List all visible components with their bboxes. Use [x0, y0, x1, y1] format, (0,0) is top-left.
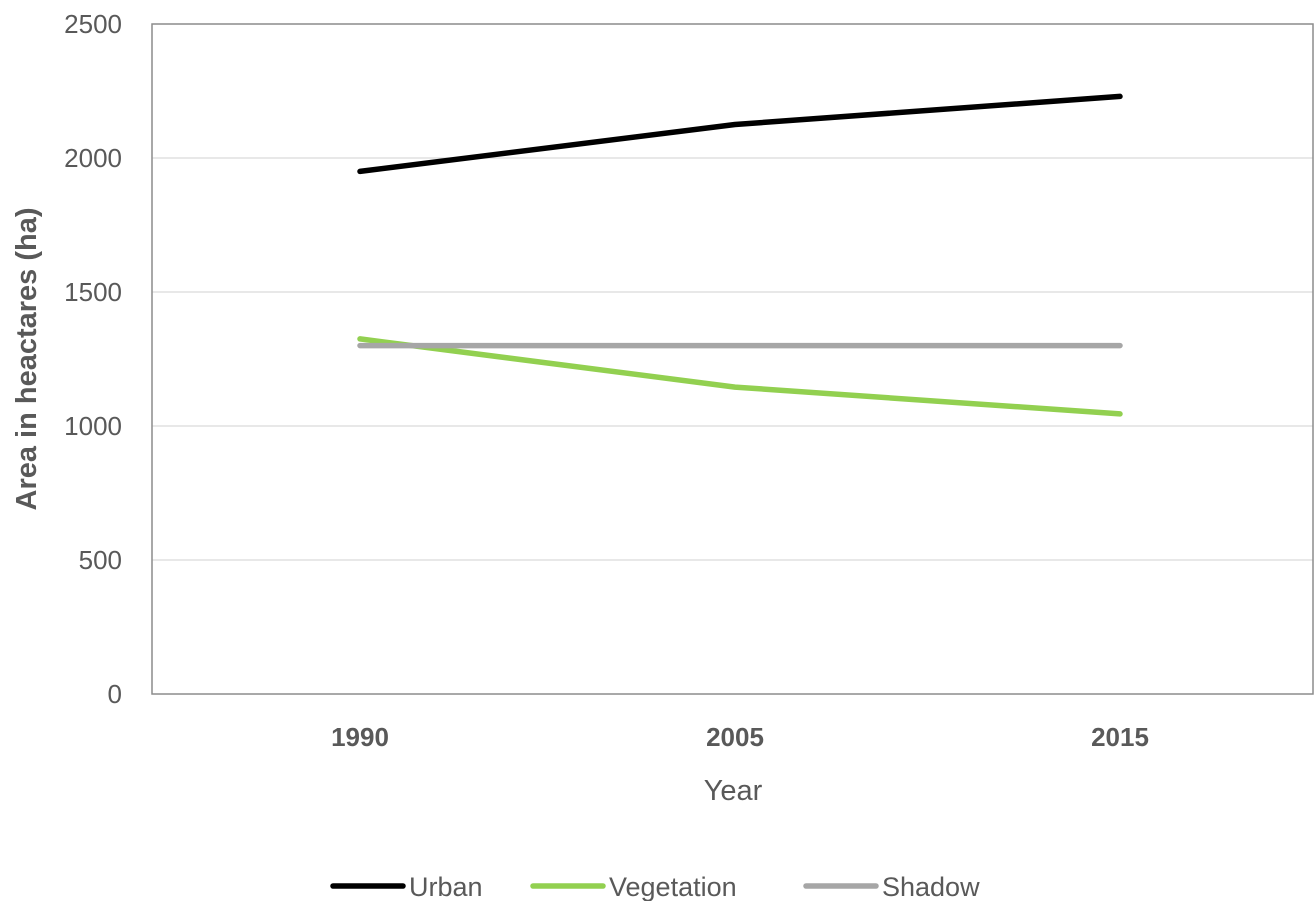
legend-label-vegetation: Vegetation	[609, 872, 737, 901]
legend: Urban Vegetation Shadow	[330, 872, 980, 901]
gridlines	[152, 157, 1313, 561]
x-axis-ticks: 1990 2005 2015	[331, 722, 1149, 752]
series-line-urban	[357, 93, 1123, 175]
y-tick-label: 0	[108, 679, 122, 709]
series-line-vegetation	[357, 336, 1123, 417]
legend-label-shadow: Shadow	[882, 872, 980, 901]
x-axis-title: Year	[704, 775, 763, 807]
series-lines	[357, 93, 1123, 417]
y-tick-label: 2000	[64, 143, 122, 173]
legend-label-urban: Urban	[409, 872, 483, 901]
x-tick-label: 1990	[331, 722, 389, 752]
x-tick-label: 2005	[706, 722, 764, 752]
y-tick-label: 500	[79, 545, 122, 575]
y-tick-label: 2500	[64, 9, 122, 39]
plot-area-frame	[151, 23, 1314, 695]
y-tick-label: 1000	[64, 411, 122, 441]
y-tick-label: 1500	[64, 277, 122, 307]
x-tick-label: 2015	[1091, 722, 1149, 752]
y-axis-ticks: 0 500 1000 1500 2000 2500	[64, 9, 122, 709]
y-axis-title: Area in heactares (ha)	[11, 207, 43, 510]
